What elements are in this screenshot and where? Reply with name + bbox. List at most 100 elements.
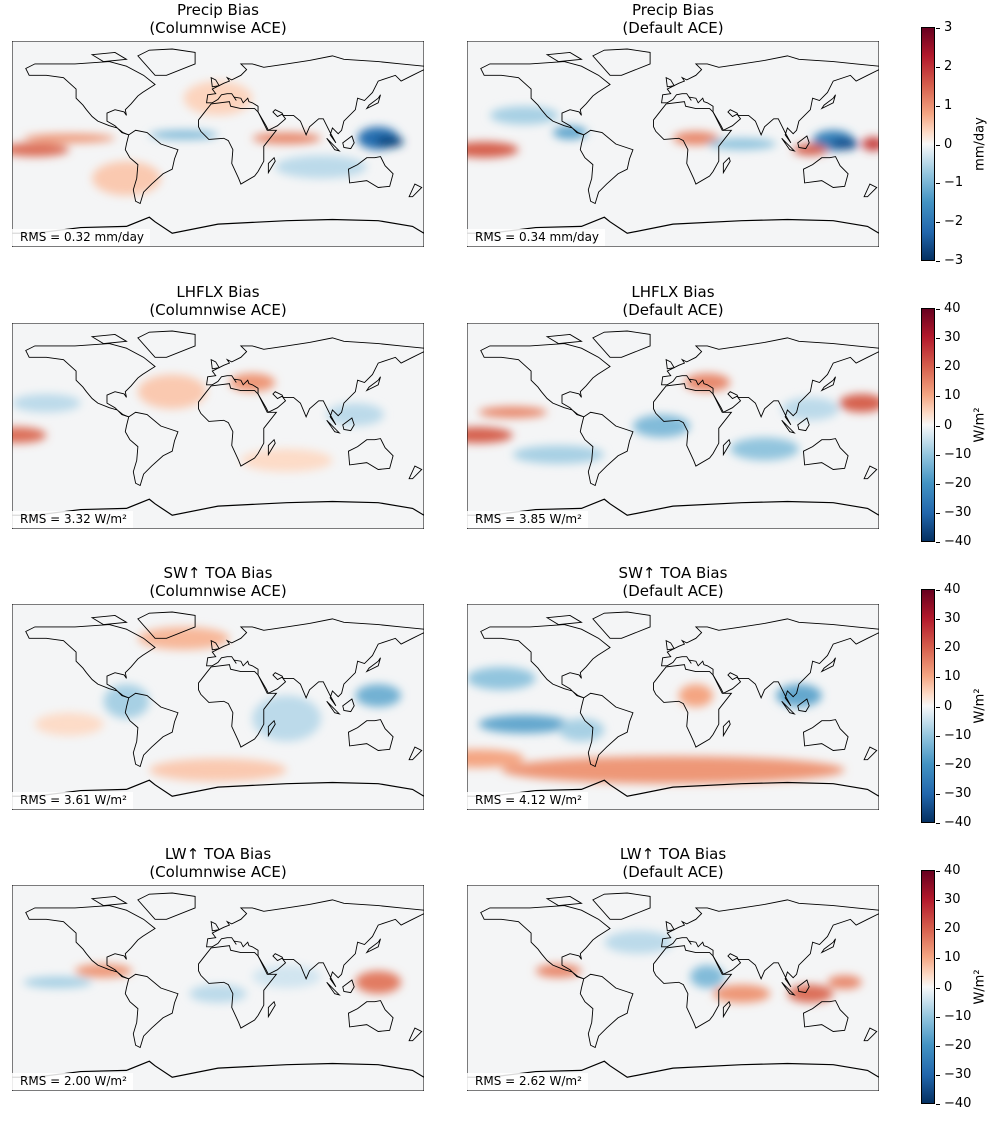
coastline [367,658,381,672]
colorbar-tick [936,677,940,679]
coastline-antarctica [467,780,879,796]
coastline [138,49,195,75]
rms-annotation: RMS = 3.32 W/m² [12,511,133,528]
bias-region [690,965,725,988]
coastline-antarctica [467,499,879,515]
colorbar-tick-label: 0 [944,417,953,433]
coastline [138,612,195,638]
bias-region [632,414,691,438]
coastline-antarctica [467,1061,879,1077]
colorbar-tick [936,28,940,29]
coastline [92,896,126,905]
colorbar-tick-label: −10 [944,727,972,743]
panel-title: Precip Bias (Default ACE) [467,1,879,37]
coastline-antarctica [467,217,879,233]
colorbar-tick-label: 20 [944,640,961,656]
panel-title-line: Precip Bias [176,1,260,19]
colorbar-label: W/m² [972,407,988,443]
colorbar-tick-label: 40 [944,863,961,878]
colorbar-tick-label: 20 [944,921,961,937]
colorbar-tick-label: 10 [944,388,961,404]
bias-region [23,133,116,143]
colorbar-tick [936,1016,940,1018]
colorbar-tick [936,483,940,485]
bias-region [830,138,859,150]
coastline [666,922,674,931]
coastline [782,982,795,995]
colorbar-tick [936,66,940,68]
coastline [547,334,581,343]
coastline [327,982,340,995]
colorbar-tick [936,823,940,824]
coastline [803,720,848,751]
coastline [593,331,650,357]
colorbar-tick [936,958,940,960]
coastline [26,344,155,417]
colorbar-tick [936,425,940,427]
coastline [348,439,393,470]
coastline [662,619,879,706]
map-background [12,41,424,247]
rms-annotation: RMS = 4.12 W/m² [467,792,588,809]
coastline [723,721,730,736]
coastline [547,52,581,61]
panel-subtitle: (Columnwise ACE) [149,582,287,600]
bias-region [137,374,207,409]
coastline [92,615,126,624]
bias-region [229,373,276,392]
colorbar-tick-label: 0 [944,698,953,714]
bias-region [240,448,333,472]
colorbar-tick-label: −10 [944,1008,972,1024]
coastline [782,420,795,433]
bias-region [275,155,367,179]
bias-region [478,715,570,734]
bias-region [12,393,81,413]
coastline [343,699,354,712]
colorbar-label: W/m² [972,688,988,724]
colorbar-tick [936,619,940,621]
colorbar-tick-label: 40 [944,582,961,597]
coastline [207,56,424,143]
colorbar-tick-label: 10 [944,950,961,966]
coastline [666,641,674,650]
coastline [211,78,219,87]
colorbar-tick [936,929,940,931]
colorbar-tick-label: −20 [944,475,972,491]
colorbar-tick-label: −20 [944,1037,972,1053]
coastline [409,184,422,197]
colorbar-tick [936,1074,940,1076]
bias-region [478,406,548,418]
colorbar-tick-label: 3 [944,20,953,35]
bias-region [673,131,719,146]
bias-region [34,712,104,736]
coastline [125,693,178,766]
panel-title-line: LHFLX Bias [631,283,715,301]
colorbar-tick [936,793,940,795]
coastline [348,720,393,751]
coastline [268,158,275,173]
coastline [268,1002,275,1017]
colorbar-tick [936,987,940,989]
coastline [367,939,381,953]
panel-title-line: SW↑ TOA Bias [163,564,273,582]
coastline [593,49,650,75]
bias-region [74,963,133,978]
bias-region [604,930,673,954]
colorbar-tick-label: 30 [944,611,961,627]
colorbar-tick-label: −40 [944,534,972,549]
coastline [207,900,424,987]
bias-region [252,132,321,144]
panel-subtitle: (Columnwise ACE) [149,19,287,37]
coastline [138,331,195,357]
bias-region [713,984,771,1003]
map-background [12,323,424,529]
panel-subtitle: (Columnwise ACE) [149,863,287,881]
coastline [798,418,809,431]
coastline [864,466,877,479]
coastline [666,78,674,87]
bias-map: RMS = 2.62 W/m² [467,885,879,1091]
rms-annotation: RMS = 2.62 W/m² [467,1073,588,1090]
rms-annotation: RMS = 3.61 W/m² [12,792,133,809]
colorbar-tick [936,764,940,766]
